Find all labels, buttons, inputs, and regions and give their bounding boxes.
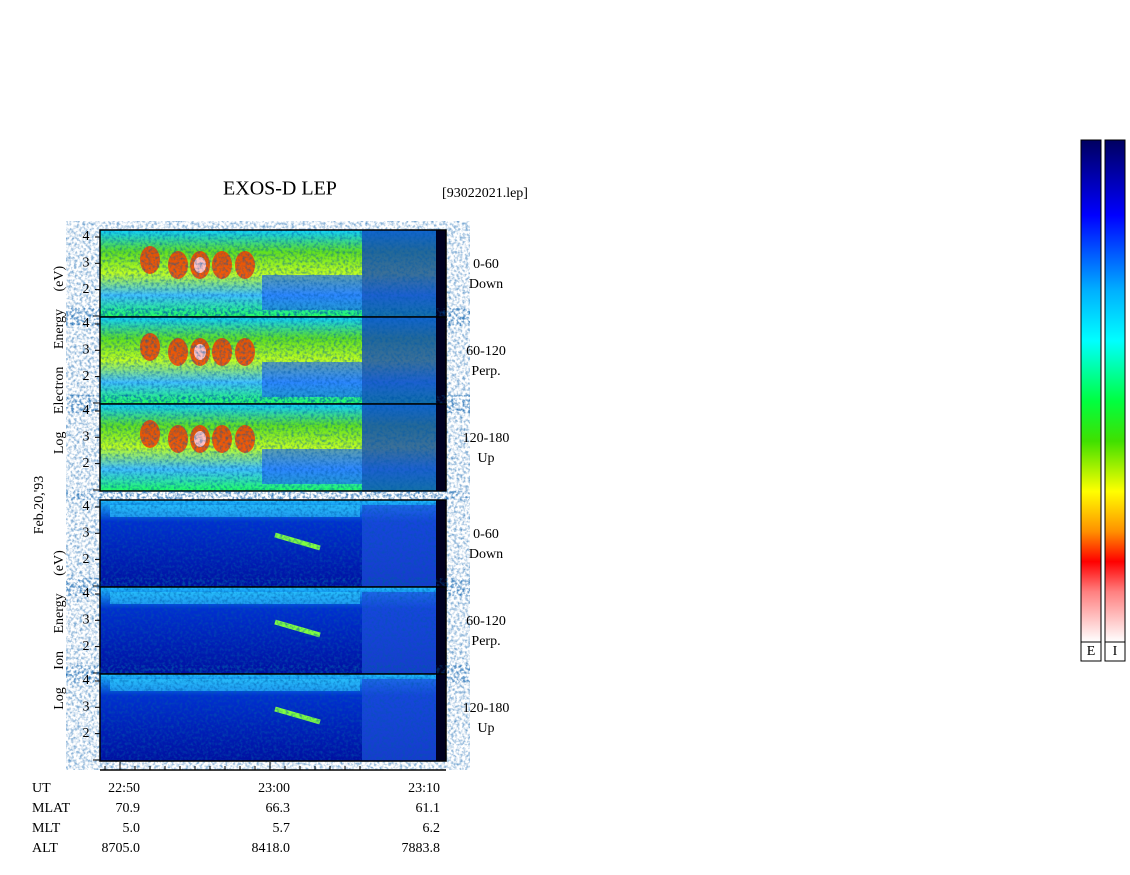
y-tick-label: 2 [83,282,90,297]
row-label: UT [32,781,51,796]
y-tick-label: 4 [83,403,90,418]
direction-label: Down [469,277,503,292]
spectrogram-noise [100,230,436,317]
spectrogram-noise [100,587,436,674]
plots: 4 3 2 0-60 Down 4 3 2 60-120 Perp. 4 3 2 120-180 Up 4 3 2… [32,229,509,856]
spectrogram-edge [436,317,446,404]
colorbars: E I [1080,139,1126,662]
row-value: 23:10 [408,781,440,796]
y-tick-label: 2 [83,552,90,567]
colorbar-label-box [1104,641,1126,662]
file-name: [93022021.lep] [442,186,528,201]
row-value: 7883.8 [402,841,441,856]
spectrogram-edge [436,674,446,761]
row-value: 22:50 [108,781,140,796]
spectrogram-noise [100,500,436,587]
date: Feb.20,'93 [32,476,47,535]
y-tick-label: 2 [83,369,90,384]
row-value: 8418.0 [252,841,291,856]
spectrogram-noise [100,404,436,491]
y-tick-label: 2 [83,456,90,471]
direction-label: Up [477,451,494,466]
spectrogram-edge [436,404,446,491]
y-tick-label: 3 [83,700,90,715]
row-value: 70.9 [116,801,141,816]
row-label: MLAT [32,801,71,816]
colorbar-label: I [1113,644,1118,659]
row-value: 66.3 [266,801,291,816]
angle-label: 60-120 [466,344,506,359]
spectrogram-edge [436,230,446,317]
direction-label: Up [477,721,494,736]
row-label: MLT [32,821,61,836]
spectrogram-noise [100,317,436,404]
y-tick-label: 3 [83,256,90,271]
panel-frame [99,403,447,492]
angle-label: 0-60 [473,527,499,542]
y-tick-label: 2 [83,726,90,741]
row-value: 61.1 [416,801,441,816]
angle-label: 120-180 [463,701,510,716]
y-tick-label: 3 [83,343,90,358]
y-tick-label: 4 [83,229,90,244]
y-tick-label: 3 [83,613,90,628]
spectrogram-edge [436,500,446,587]
y-tick-label: 4 [83,499,90,514]
y-tick-label: 3 [83,430,90,445]
colorbar-label-box [1080,641,1102,662]
angle-label: 120-180 [463,431,510,446]
ion-axis-label: Log Ion Energy (eV) [52,550,67,710]
y-tick-label: 4 [83,316,90,331]
direction-label: Perp. [471,634,500,649]
y-tick-label: 2 [83,639,90,654]
row-value: 5.7 [273,821,291,836]
direction-label: Down [469,547,503,562]
row-value: 8705.0 [102,841,141,856]
electron-axis-label: Log Electron Energy (eV) [52,266,67,455]
direction-label: Perp. [471,364,500,379]
row-value: 5.0 [123,821,141,836]
angle-label: 60-120 [466,614,506,629]
panel-frame [99,673,447,762]
colorbar [1080,139,1102,643]
colorbar-label: E [1087,644,1096,659]
spectrogram-edge [436,587,446,674]
row-value: 23:00 [258,781,290,796]
title: EXOS-D LEP [223,178,337,200]
y-tick-label: 3 [83,526,90,541]
angle-label: 0-60 [473,257,499,272]
colorbar [1104,139,1126,643]
row-value: 6.2 [423,821,441,836]
y-tick-label: 4 [83,586,90,601]
spectrogram-noise [100,674,436,761]
row-label: ALT [32,841,58,856]
y-tick-label: 4 [83,673,90,688]
